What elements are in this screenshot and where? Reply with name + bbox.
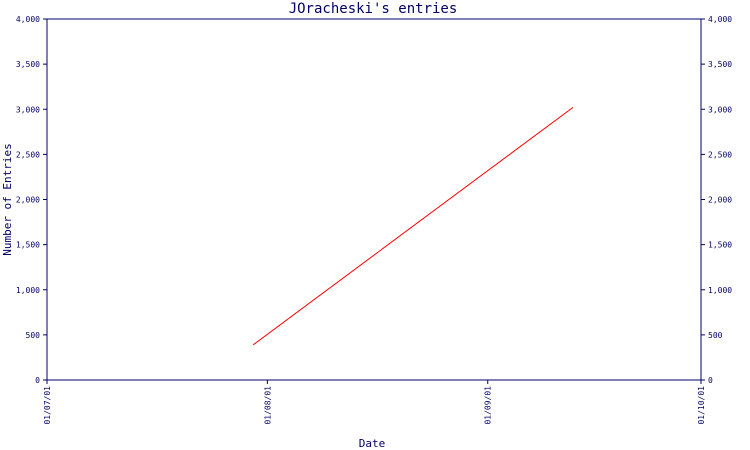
y-tick-label-left: 1,000 — [16, 286, 40, 295]
y-tick-label-right: 1,000 — [708, 286, 732, 295]
y-tick-label-left: 500 — [26, 331, 41, 340]
y-tick-label-left: 4,000 — [16, 15, 40, 24]
y-tick-label-left: 1,500 — [16, 241, 40, 250]
y-tick-label-right: 2,000 — [708, 196, 732, 205]
y-tick-label-right: 3,500 — [708, 60, 732, 69]
x-axis: 01/07/01 01/08/01 01/09/01 01/10/01 — [43, 380, 706, 425]
chart-title: JOracheski's entries — [289, 1, 458, 17]
y-tick-label-right: 0 — [708, 376, 713, 385]
y-tick-label-left: 3,500 — [16, 60, 40, 69]
x-tick-label: 01/07/01 — [43, 386, 52, 425]
series-layer — [252, 106, 574, 346]
y-tick-label-right: 2,500 — [708, 150, 732, 159]
y-tick-label-right: 4,000 — [708, 15, 732, 24]
y-tick-label-left: 2,500 — [16, 150, 40, 159]
y-tick-label-right: 1,500 — [708, 241, 732, 250]
y-tick-label-right: 500 — [708, 331, 723, 340]
y-axis-title: Number of Entries — [1, 143, 14, 256]
y-tick-label-left: 0 — [35, 376, 40, 385]
y-axis-right: 0 500 1,000 1,500 2,000 2,500 3,000 3,500 4,000 — [701, 15, 732, 385]
series-line — [252, 106, 574, 346]
x-tick-label: 01/10/01 — [697, 386, 706, 425]
y-tick-label-left: 3,000 — [16, 105, 40, 114]
x-tick-label: 01/09/01 — [484, 386, 493, 425]
y-tick-label-right: 3,000 — [708, 105, 732, 114]
y-axis-left: 0 500 1,000 1,500 2,000 2,500 3,000 3,500 4,000 — [16, 15, 47, 385]
x-axis-title: Date — [359, 437, 386, 450]
x-tick-label: 01/08/01 — [263, 386, 272, 425]
y-tick-label-left: 2,000 — [16, 196, 40, 205]
